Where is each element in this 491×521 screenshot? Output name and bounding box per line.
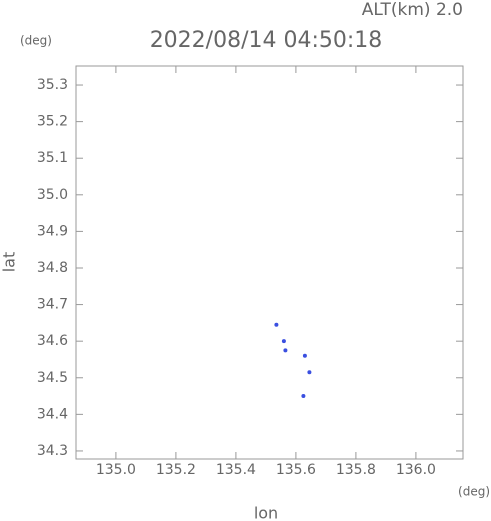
- point: [281, 339, 286, 344]
- y-axis-label: lat: [0, 252, 19, 273]
- x-tick-label: 135.6: [276, 462, 316, 478]
- point: [274, 322, 279, 327]
- y-tick-label: 34.5: [37, 370, 68, 386]
- x-tick-label: 135.8: [336, 462, 376, 478]
- y-unit: (deg): [20, 34, 52, 48]
- y-tick-label: 34.8: [37, 260, 68, 276]
- plot-frame: [75, 65, 464, 460]
- y-tick-label: 34.6: [37, 333, 68, 349]
- point: [307, 370, 312, 375]
- x-unit: (deg): [458, 485, 490, 499]
- point: [302, 353, 307, 358]
- y-tick-label: 35.0: [37, 187, 68, 203]
- x-tick-label: 135.4: [216, 462, 256, 478]
- y-tick-label: 35.1: [37, 150, 68, 166]
- point: [283, 348, 288, 353]
- x-tick-label: 136.0: [396, 462, 436, 478]
- y-tick-label: 35.2: [37, 114, 68, 130]
- chart-subtitle: ALT(km) 2.0: [362, 0, 463, 20]
- point: [301, 394, 306, 399]
- y-tick-label: 34.3: [37, 443, 68, 459]
- x-tick-label: 135.2: [156, 462, 196, 478]
- y-tick-label: 34.4: [37, 406, 68, 422]
- chart-title: 2022/08/14 04:50:18: [150, 28, 383, 53]
- x-tick-label: 135.0: [96, 462, 136, 478]
- x-axis-label: lon: [254, 504, 278, 521]
- y-tick-label: 34.7: [37, 297, 68, 313]
- y-tick-label: 34.9: [37, 223, 68, 239]
- y-tick-label: 35.3: [37, 77, 68, 93]
